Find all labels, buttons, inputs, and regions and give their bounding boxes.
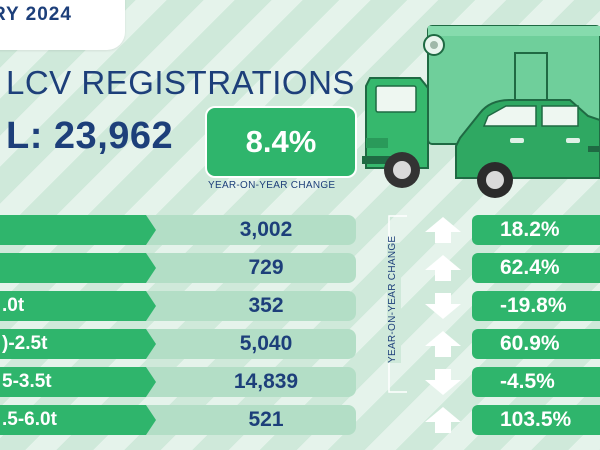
row-label-3: .0t [0,291,156,321]
row-label-5: 5-3.5t [0,367,156,397]
row-value-6: 521 [248,408,284,431]
row-change-1: 18.2% [472,215,600,245]
row-change-value-4: 60.9% [500,332,560,355]
up-arrow-icon [425,217,461,243]
row-label-6: .5-6.0t [0,405,156,435]
down-arrow-icon [425,293,461,319]
row-value-3: 352 [248,294,284,317]
yoy-vertical-label: YEAR-ON-YEAR CHANGE [387,236,401,363]
row-value-1: 3,002 [239,218,293,241]
row-change-3: -19.8% [472,291,600,321]
up-arrow-icon [425,331,461,357]
month-pill: RY 2024 [0,0,125,50]
row-value-2: 729 [248,256,284,279]
month-label: RY 2024 [0,4,72,25]
row-value-5: 14,839 [233,370,299,393]
row-change-value-6: 103.5% [500,408,572,431]
box-truck-illustration [362,25,600,188]
row-change-2: 62.4% [472,253,600,283]
up-arrow-icon [425,255,461,281]
row-change-value-3: -19.8% [500,294,567,317]
up-arrow-icon [425,407,461,433]
row-change-value-5: -4.5% [500,370,555,393]
row-change-5: -4.5% [472,367,600,397]
vehicles-illustration [362,25,600,198]
row-change-value-1: 18.2% [500,218,560,241]
row-label-2 [0,253,156,283]
yoy-change-badge: 8.4% [205,106,357,178]
yoy-change-value: 8.4% [245,124,317,159]
row-change-6: 103.5% [472,405,600,435]
row-change-value-2: 62.4% [500,256,560,279]
yoy-change-caption: YEAR-ON-YEAR CHANGE [208,180,336,191]
total-registrations: L: 23,962 [6,115,174,157]
page-title: LCV REGISTRATIONS [6,64,355,101]
row-value-4: 5,040 [239,332,293,355]
row-label-4: )-2.5t [0,329,156,359]
down-arrow-icon [425,369,461,395]
pickup-truck-illustration [455,99,600,198]
row-label-1 [0,215,156,245]
row-change-4: 60.9% [472,329,600,359]
